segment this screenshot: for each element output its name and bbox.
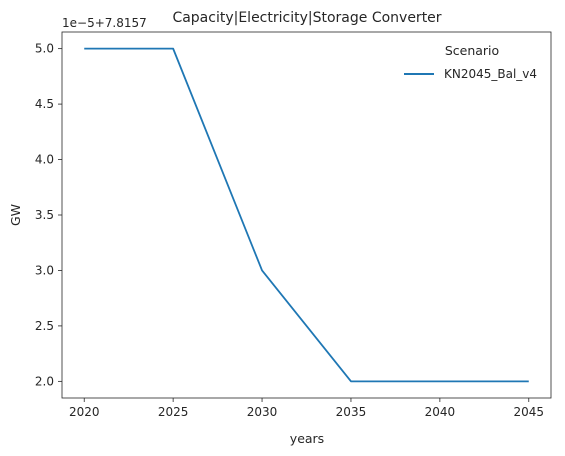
y-axis: 2.0 2.5 3.0 3.5 4.0 4.5 5.0 bbox=[35, 42, 62, 388]
y-tick-label: 2.0 bbox=[35, 374, 54, 388]
x-tick-label: 2045 bbox=[513, 405, 544, 419]
series-line-1 bbox=[84, 47, 529, 383]
series-layer bbox=[84, 47, 529, 383]
y-tick-label: 4.0 bbox=[35, 153, 54, 167]
x-tick-label: 2025 bbox=[158, 405, 189, 419]
legend-label-kn2045: KN2045_Bal_v4 bbox=[444, 67, 537, 81]
plot-frame bbox=[61, 31, 552, 399]
y-tick-label: 3.5 bbox=[35, 208, 54, 222]
y-tick-label: 3.0 bbox=[35, 263, 54, 277]
y-offset-text: 1e−5+7.8157 bbox=[62, 16, 147, 30]
x-tick-label: 2030 bbox=[247, 405, 278, 419]
chart-title: Capacity|Electricity|Storage Converter bbox=[172, 10, 441, 26]
x-tick-label: 2020 bbox=[69, 405, 100, 419]
legend: Scenario KN2045_Bal_v4 bbox=[404, 43, 537, 81]
x-axis-label: years bbox=[290, 431, 324, 446]
y-tick-label: 2.5 bbox=[35, 319, 54, 333]
x-tick-label: 2035 bbox=[336, 405, 367, 419]
y-axis-label: GW bbox=[8, 204, 23, 226]
x-tick-label: 2040 bbox=[425, 405, 456, 419]
x-axis: 2020 2025 2030 2035 2040 2045 bbox=[69, 398, 544, 419]
legend-title: Scenario bbox=[445, 43, 499, 58]
y-tick-label: 4.5 bbox=[35, 97, 54, 111]
y-tick-label: 5.0 bbox=[35, 42, 54, 56]
